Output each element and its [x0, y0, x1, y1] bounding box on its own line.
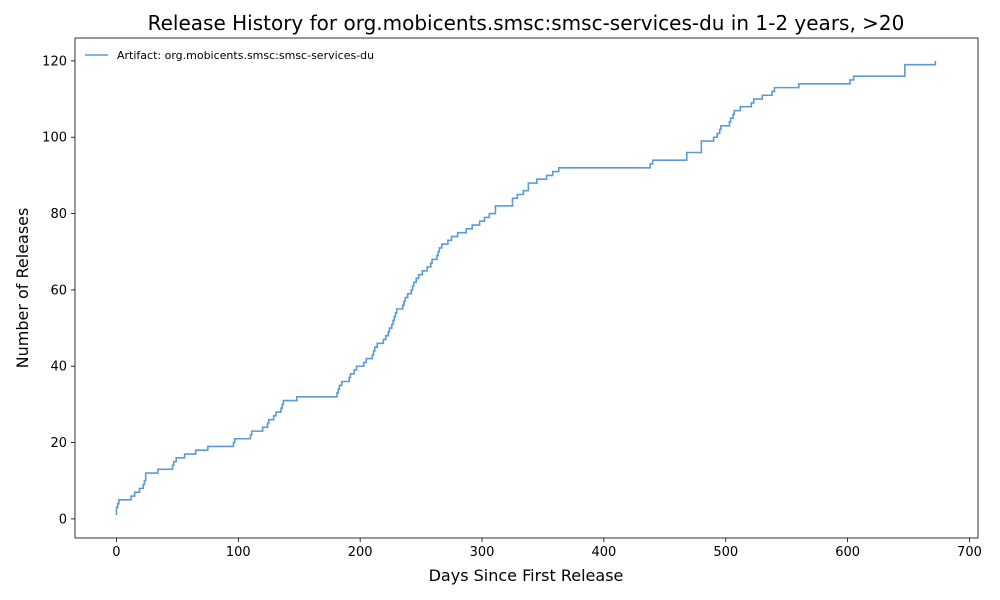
y-tick-label: 100 [42, 131, 67, 146]
x-tick-label: 0 [112, 545, 120, 560]
axes: 0 100 200 300 400 500 600 700 0 20 40 60 80 100 120 [42, 37, 982, 560]
series-line-0 [115, 60, 937, 516]
x-axis-title: Days Since First Release [429, 566, 624, 585]
y-tick-label: 120 [42, 54, 67, 69]
plot-frame [74, 37, 979, 539]
y-tick-label: 60 [50, 283, 67, 298]
x-tick-label: 400 [591, 545, 616, 560]
x-tick-label: 100 [226, 545, 251, 560]
legend-label: Artifact: org.mobicents.smsc:smsc-servic… [117, 49, 374, 62]
x-tick-label: 600 [835, 545, 860, 560]
x-tick-label: 500 [713, 545, 738, 560]
legend-box [80, 43, 400, 69]
y-tick-label: 0 [59, 512, 67, 527]
x-tick-label: 300 [470, 545, 495, 560]
chart-title: Release History for org.mobicents.smsc:s… [148, 11, 905, 35]
y-tick-label: 40 [50, 360, 67, 375]
legend: Artifact: org.mobicents.smsc:smsc-servic… [80, 43, 400, 69]
y-tick-label: 20 [50, 436, 67, 451]
x-tick-label: 700 [957, 545, 982, 560]
x-tick-label: 200 [348, 545, 373, 560]
y-axis-title: Number of Releases [13, 208, 32, 369]
plot-area [115, 60, 937, 516]
y-tick-label: 80 [50, 207, 67, 222]
